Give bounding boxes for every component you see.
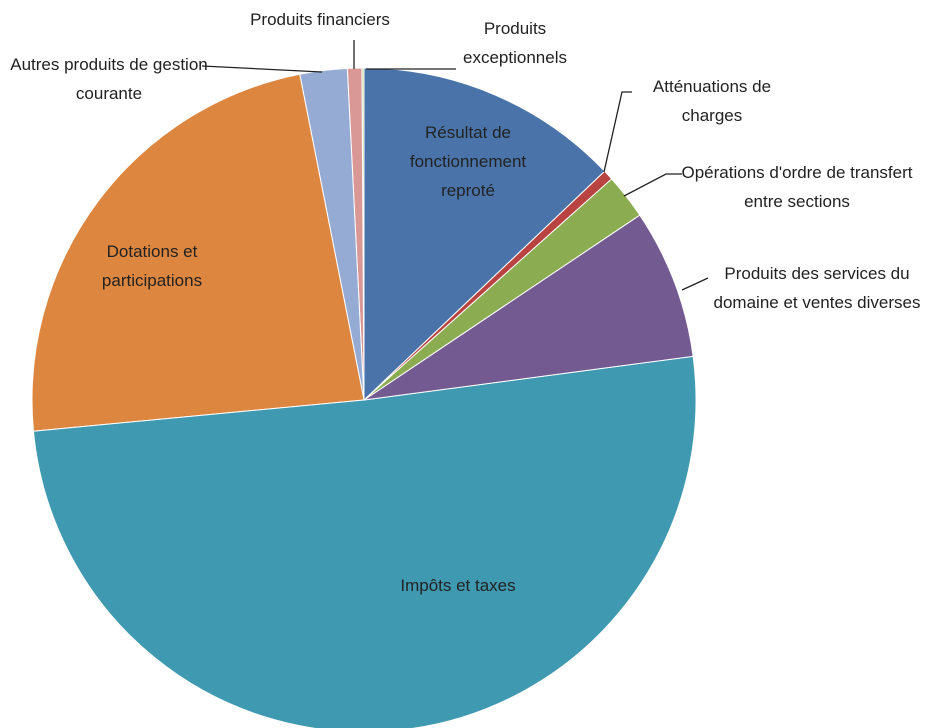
leader-line [201, 65, 323, 73]
slice-label: Produits exceptionnels [463, 19, 567, 67]
pie-slice [363, 214, 694, 401]
slice-label: Produits financiers [250, 10, 390, 29]
leader-lines [201, 40, 709, 291]
leader-line [603, 91, 632, 173]
slice-label: Opérations d'ordre de transfert entre se… [681, 163, 913, 211]
slice-label: Atténuations de charges [652, 77, 772, 125]
leader-line [681, 277, 709, 291]
leader-line [623, 173, 682, 197]
slice-label: Dotations et participations [101, 242, 203, 290]
slice-label: Résultat de fonctionnement reproté [409, 123, 527, 200]
pie-slice [32, 355, 697, 728]
slice-label: Autres produits de gestion courante [10, 55, 208, 103]
slice-label: Impôts et taxes [400, 576, 516, 595]
pie-slice [31, 73, 365, 432]
slice-label: Produits des services du domaine et vent… [713, 264, 921, 312]
